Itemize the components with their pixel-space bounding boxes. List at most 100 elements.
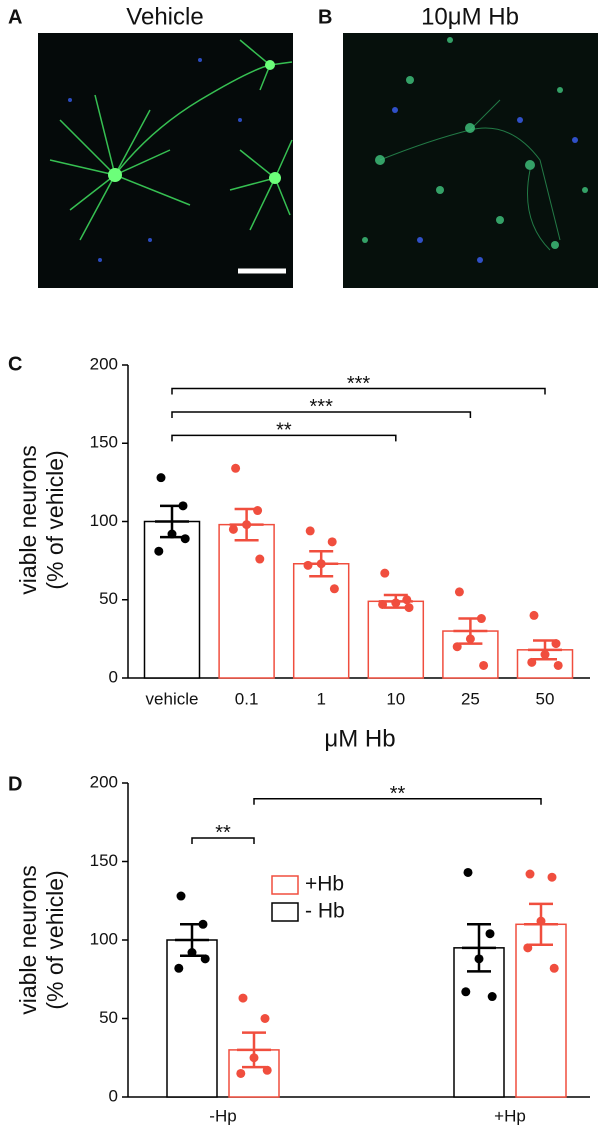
data-point: [253, 506, 263, 516]
data-point: [553, 660, 563, 670]
data-point: [156, 473, 166, 483]
data-point: [536, 916, 546, 926]
data-point: [547, 872, 557, 882]
data-point: [198, 919, 208, 929]
data-point: [465, 634, 475, 644]
data-point: [454, 587, 464, 597]
data-point: [236, 1068, 246, 1078]
y-axis-label: viable neurons: [15, 445, 41, 595]
bar: [515, 923, 567, 1098]
data-point: [404, 603, 414, 613]
error-bar: [453, 617, 488, 645]
data-point: [476, 614, 486, 624]
y-axis-label: (% of vehicle): [42, 870, 68, 1009]
y-tick-label: 200: [90, 354, 118, 373]
data-point: [305, 526, 315, 536]
y-tick-label: 150: [90, 851, 118, 870]
y-tick-label: 0: [109, 1086, 118, 1105]
significance-bracket: [171, 411, 472, 418]
data-point: [154, 546, 164, 556]
panel-title: Vehicle: [126, 3, 203, 30]
data-point: [231, 463, 241, 473]
legend-swatch: [271, 875, 299, 895]
data-point: [452, 642, 462, 652]
data-point: [176, 891, 186, 901]
data-point: [187, 948, 197, 958]
data-point: [249, 1053, 259, 1063]
data-point: [260, 1014, 270, 1023]
bar: [453, 947, 505, 1098]
y-axis-label: viable neurons: [15, 865, 41, 1015]
data-point: [474, 954, 484, 964]
panel-letter: B: [318, 6, 332, 28]
data-point: [461, 987, 471, 997]
x-tick-label: -Hp: [209, 1106, 236, 1125]
x-tick-label: +Hp: [494, 1106, 526, 1125]
data-point: [485, 929, 495, 939]
data-point: [174, 963, 184, 973]
y-tick-label: 50: [99, 589, 118, 608]
legend-label: +Hb: [305, 873, 344, 896]
data-point: [463, 867, 473, 877]
data-point: [329, 584, 339, 594]
y-tick-label: 100: [90, 511, 118, 530]
data-point: [316, 559, 326, 569]
panel-letter: D: [8, 773, 22, 795]
significance-label: ***: [310, 396, 334, 418]
error-bar: [528, 639, 562, 661]
data-point: [180, 534, 190, 544]
error-bar: [155, 504, 189, 539]
data-point: [380, 568, 390, 578]
data-point: [487, 992, 497, 1002]
x-tick-label: 25: [461, 689, 480, 708]
data-point: [527, 657, 537, 667]
x-tick-label: vehicle: [146, 689, 199, 708]
significance-bracket: [191, 837, 255, 844]
y-tick-label: 100: [90, 929, 118, 948]
data-point: [238, 993, 248, 1003]
bar: [166, 939, 218, 1098]
data-point: [200, 954, 210, 964]
data-point: [262, 1065, 272, 1075]
data-point: [178, 501, 188, 511]
y-axis-label: (% of vehicle): [42, 450, 68, 589]
data-point: [255, 554, 265, 564]
data-point: [529, 610, 539, 620]
significance-label: **: [390, 783, 406, 805]
data-point: [167, 529, 177, 539]
data-point: [549, 963, 559, 973]
panel-letter: A: [8, 6, 22, 28]
x-tick-label: 1: [316, 689, 325, 708]
significance-label: **: [215, 822, 231, 844]
error-bar: [175, 923, 209, 957]
micrograph: [38, 33, 293, 288]
y-tick-label: 150: [90, 433, 118, 452]
data-point: [242, 520, 252, 530]
y-tick-label: 200: [90, 772, 118, 791]
legend-label: - Hb: [305, 900, 345, 923]
bar: [218, 523, 275, 679]
x-tick-label: 0.1: [235, 689, 259, 708]
panel-title: 10μM Hb: [421, 3, 519, 30]
data-point: [303, 560, 313, 570]
significance-bracket: [171, 387, 546, 395]
bar: [367, 600, 425, 679]
data-point: [391, 598, 401, 608]
micrograph: [343, 33, 598, 288]
data-point: [228, 524, 238, 534]
significance-label: **: [276, 420, 292, 442]
significance-bracket: [171, 434, 397, 442]
bar: [292, 563, 350, 679]
error-bar: [237, 1031, 271, 1069]
x-tick-label: 10: [386, 689, 405, 708]
y-tick-label: 50: [99, 1008, 118, 1027]
panel-letter: C: [8, 353, 22, 375]
y-tick-label: 0: [109, 667, 118, 686]
data-point: [551, 639, 561, 649]
data-point: [378, 599, 388, 609]
data-point: [523, 943, 533, 953]
bar: [143, 520, 201, 679]
x-tick-label: 50: [536, 689, 555, 708]
x-axis-label: μM Hb: [324, 725, 395, 752]
